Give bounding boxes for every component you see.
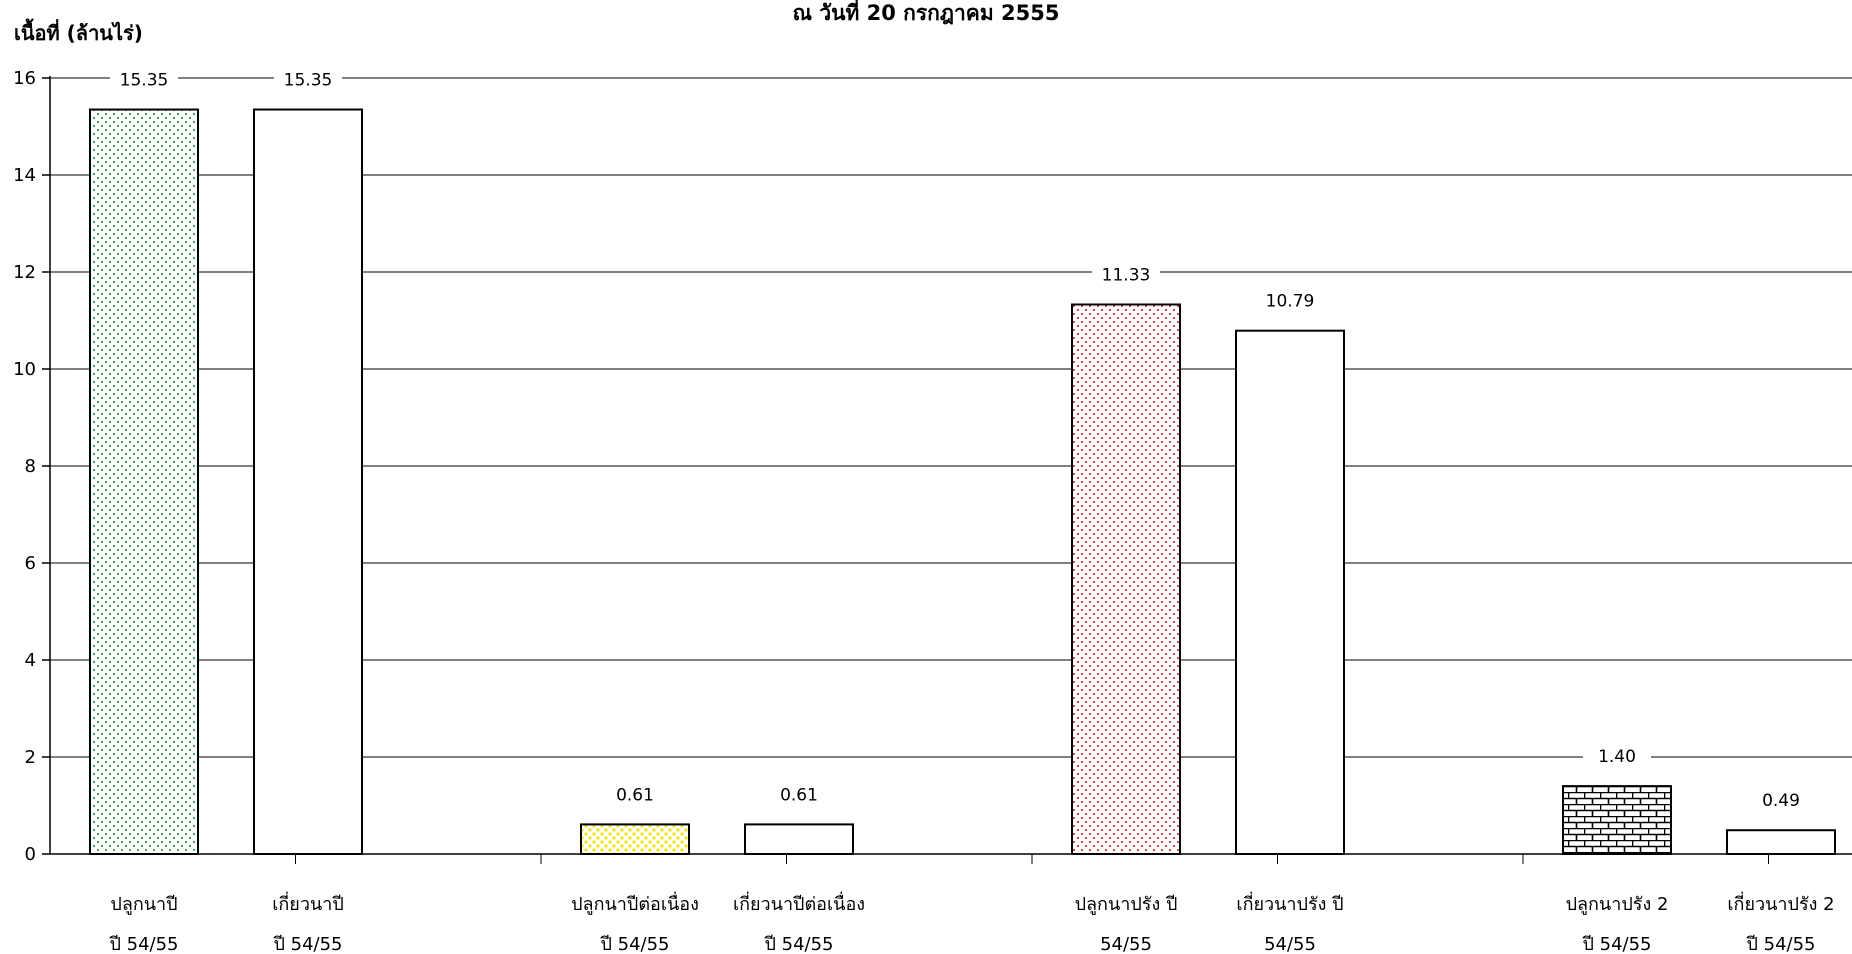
y-tick-label: 12 (13, 262, 36, 283)
data-label: 0.61 (780, 785, 818, 805)
y-tick-label: 6 (25, 553, 36, 574)
x-category-label: ปลูกนาปรัง 2 (1566, 894, 1669, 915)
y-tick-label: 14 (13, 165, 36, 186)
x-category-label: เกี่ยวนาปี (272, 891, 344, 915)
x-category-label: ปี 54/55 (273, 934, 342, 954)
data-label-background (1583, 744, 1651, 769)
y-tick-label: 10 (13, 359, 36, 380)
data-label-background (765, 782, 833, 807)
bar (1071, 303, 1181, 855)
x-category-label: ปี 54/55 (1746, 934, 1815, 954)
x-category-label: ปี 54/55 (109, 934, 178, 954)
data-label-background (1747, 788, 1815, 813)
y-tick-label: 2 (25, 747, 36, 768)
bar (89, 108, 199, 855)
x-category-label: เกี่ยวนาปรัง ปี (1236, 891, 1343, 915)
data-label: 15.35 (120, 71, 169, 91)
bar (253, 108, 363, 855)
data-label: 0.49 (1762, 791, 1800, 811)
bar (580, 823, 690, 855)
x-category-label: เกี่ยวนาปรัง 2 (1727, 891, 1834, 915)
x-category-label: ปลูกนาปี (110, 894, 177, 915)
data-label-background (601, 782, 669, 807)
x-category-label: ปี 54/55 (600, 934, 669, 954)
x-category-label: ปี 54/55 (1582, 934, 1651, 954)
x-category-label: ปี 54/55 (764, 934, 833, 954)
x-category-label: 54/55 (1100, 934, 1152, 954)
y-tick-label: 4 (25, 650, 36, 671)
x-category-label: เกี่ยวนาปีต่อเนื่อง (733, 891, 865, 915)
data-labels: 15.35 15.35 0.61 0.61 11.33 10.79 1.40 0.49 (110, 67, 1815, 813)
data-label: 0.61 (616, 785, 654, 805)
y-tick-label: 8 (25, 456, 36, 477)
y-axis-title: เนื้อที่ (ล้านไร่) (14, 21, 143, 45)
bar (1726, 829, 1836, 855)
bar (1562, 785, 1672, 855)
x-category-label: ปลูกนาปรัง ปี (1075, 894, 1178, 915)
data-label: 1.40 (1598, 747, 1636, 767)
data-label-background (274, 67, 342, 92)
data-label: 11.33 (1102, 265, 1151, 285)
bar (744, 823, 854, 855)
data-label: 15.35 (284, 71, 333, 91)
x-category-label: ปลูกนาปีต่อเนื่อง (571, 891, 699, 915)
chart-title: ณ วันที่ 20 กรกฎาคม 2555 (792, 1, 1060, 25)
x-category-label: 54/55 (1264, 934, 1316, 954)
y-tick-label: 0 (25, 844, 36, 865)
y-tick-label: 16 (13, 68, 36, 89)
data-label-background (1256, 288, 1324, 313)
data-label-background (110, 67, 178, 92)
bar (1235, 329, 1345, 855)
data-label-background (1092, 262, 1160, 287)
bars (89, 108, 1836, 855)
data-label: 10.79 (1266, 292, 1315, 312)
